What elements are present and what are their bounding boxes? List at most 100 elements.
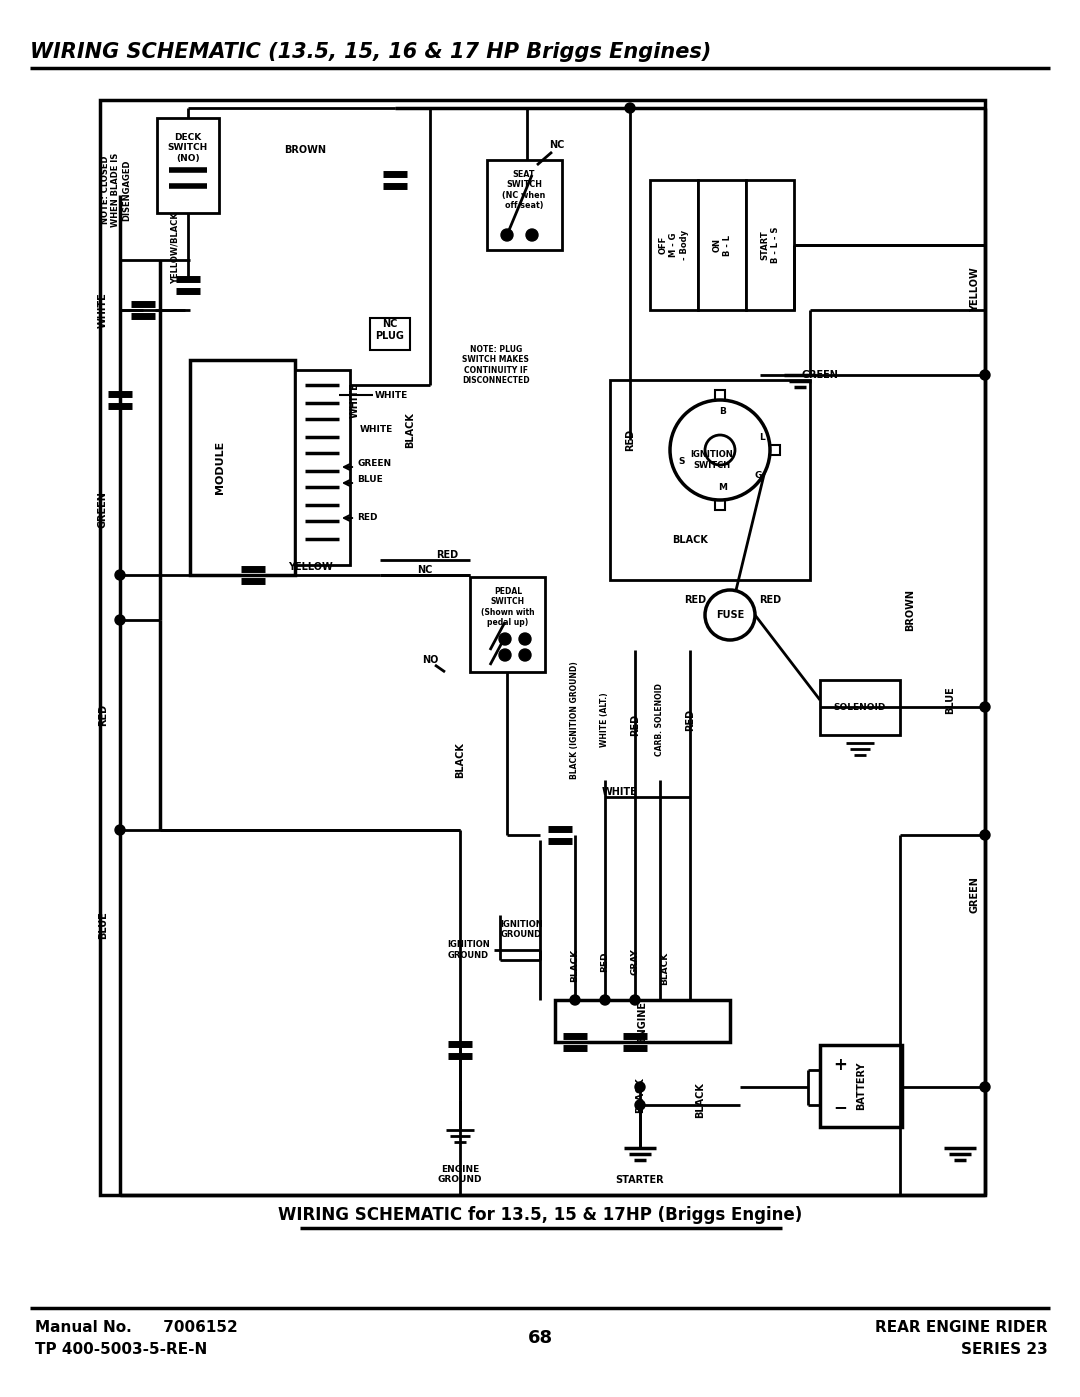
- Bar: [820, 680, 900, 735]
- Text: BROWN: BROWN: [284, 145, 326, 155]
- Bar: [610, 380, 810, 580]
- Circle shape: [600, 995, 610, 1004]
- Text: RED: RED: [436, 550, 458, 560]
- Circle shape: [519, 633, 531, 645]
- Circle shape: [705, 434, 735, 465]
- Text: RED: RED: [625, 429, 635, 451]
- Text: Manual No.      7006152: Manual No. 7006152: [35, 1320, 238, 1334]
- Text: BLACK: BLACK: [405, 412, 415, 448]
- Bar: [698, 180, 746, 310]
- Text: WIRING SCHEMATIC for 13.5, 15 & 17HP (Briggs Engine): WIRING SCHEMATIC for 13.5, 15 & 17HP (Br…: [278, 1206, 802, 1224]
- Text: WHITE: WHITE: [360, 425, 393, 433]
- Text: WHITE: WHITE: [98, 292, 108, 328]
- Text: NO: NO: [422, 655, 438, 665]
- Text: YELLOW: YELLOW: [970, 268, 980, 313]
- Text: BLUE: BLUE: [98, 911, 108, 939]
- Circle shape: [980, 370, 990, 380]
- Text: YELLOW: YELLOW: [287, 562, 333, 571]
- Text: SEAT
SWITCH
(NC when
off seat): SEAT SWITCH (NC when off seat): [502, 170, 545, 210]
- Circle shape: [526, 229, 538, 242]
- Circle shape: [980, 1083, 990, 1092]
- Bar: [555, 1000, 730, 1042]
- Text: −: −: [833, 1098, 847, 1116]
- Circle shape: [980, 830, 990, 840]
- Circle shape: [114, 570, 125, 580]
- Text: NC: NC: [417, 564, 433, 576]
- Bar: [820, 1045, 902, 1127]
- Text: G: G: [754, 471, 761, 479]
- Circle shape: [570, 995, 580, 1004]
- Text: FUSE: FUSE: [716, 610, 744, 620]
- Circle shape: [114, 826, 125, 835]
- Text: WHITE: WHITE: [603, 787, 638, 798]
- Text: BLACK: BLACK: [696, 1083, 705, 1118]
- Circle shape: [705, 590, 755, 640]
- Text: BLACK (IGNITION GROUND): BLACK (IGNITION GROUND): [570, 661, 580, 780]
- Text: BLACK: BLACK: [672, 535, 707, 545]
- Text: IGNITION
SWITCH: IGNITION SWITCH: [690, 450, 733, 469]
- Bar: [715, 500, 725, 510]
- Text: IGNITION
GROUND: IGNITION GROUND: [447, 940, 490, 960]
- Text: WHITE: WHITE: [350, 383, 360, 418]
- Bar: [746, 180, 794, 310]
- Text: REAR ENGINE RIDER: REAR ENGINE RIDER: [876, 1320, 1048, 1334]
- Text: NOTE: PLUG
SWITCH MAKES
CONTINUITY IF
DISCONNECTED: NOTE: PLUG SWITCH MAKES CONTINUITY IF DI…: [462, 345, 529, 386]
- Text: STARTER: STARTER: [616, 1175, 664, 1185]
- Text: ENGINE
GROUND: ENGINE GROUND: [437, 1165, 483, 1185]
- Text: GRAY: GRAY: [631, 949, 639, 975]
- Text: BLUE: BLUE: [357, 475, 382, 485]
- Text: RED: RED: [357, 514, 378, 522]
- Text: GREEN: GREEN: [801, 370, 838, 380]
- Bar: [650, 180, 698, 310]
- Text: CARB. SOLENOID: CARB. SOLENOID: [656, 683, 664, 756]
- Text: GREEN: GREEN: [970, 876, 980, 914]
- Text: MODULE: MODULE: [215, 440, 225, 493]
- Text: DECK
SWITCH
(NO): DECK SWITCH (NO): [167, 133, 208, 163]
- Circle shape: [625, 103, 635, 113]
- Circle shape: [114, 615, 125, 624]
- Bar: [715, 390, 725, 400]
- Text: BLACK: BLACK: [661, 951, 670, 985]
- Text: S: S: [678, 457, 685, 467]
- Bar: [190, 360, 295, 576]
- Text: L: L: [759, 433, 765, 443]
- Bar: [770, 446, 780, 455]
- Text: NOTE: CLOSED
WHEN BLADE IS
DISENGAGED: NOTE: CLOSED WHEN BLADE IS DISENGAGED: [102, 152, 131, 228]
- Circle shape: [670, 400, 770, 500]
- Text: START
B - L - S: START B - L - S: [760, 226, 780, 263]
- Text: 68: 68: [527, 1329, 553, 1347]
- Text: SOLENOID: SOLENOID: [834, 703, 887, 711]
- Text: GREEN: GREEN: [98, 492, 108, 528]
- Text: RED: RED: [685, 708, 696, 731]
- Text: BLUE: BLUE: [945, 686, 955, 714]
- Circle shape: [630, 995, 640, 1004]
- Text: TP 400-5003-5-RE-N: TP 400-5003-5-RE-N: [35, 1343, 207, 1358]
- Text: SERIES 23: SERIES 23: [961, 1343, 1048, 1358]
- Text: NC: NC: [550, 140, 565, 149]
- Text: BLACK: BLACK: [570, 949, 580, 982]
- Text: OFF
M - G
- Body: OFF M - G - Body: [659, 231, 689, 260]
- Circle shape: [501, 229, 513, 242]
- Circle shape: [980, 703, 990, 712]
- Text: RED: RED: [630, 714, 640, 736]
- Circle shape: [499, 633, 511, 645]
- Text: B: B: [719, 408, 727, 416]
- Circle shape: [635, 1083, 645, 1092]
- Bar: [157, 117, 219, 212]
- Text: RED: RED: [98, 704, 108, 726]
- Text: BLACK: BLACK: [455, 742, 465, 778]
- Text: RED: RED: [759, 595, 781, 605]
- Bar: [487, 161, 562, 250]
- Text: WHITE: WHITE: [375, 391, 408, 400]
- Text: RED: RED: [684, 595, 706, 605]
- Bar: [295, 370, 350, 564]
- Bar: [370, 319, 410, 351]
- Text: YELLOW/BLACK: YELLOW/BLACK: [171, 212, 179, 284]
- Text: +: +: [833, 1056, 847, 1074]
- Text: ENGINE: ENGINE: [637, 1000, 647, 1042]
- Text: PEDAL
SWITCH
(Shown with
pedal up): PEDAL SWITCH (Shown with pedal up): [482, 587, 535, 627]
- Text: NC
PLUG: NC PLUG: [376, 319, 404, 341]
- Text: M: M: [718, 483, 728, 493]
- Text: BATTERY: BATTERY: [856, 1062, 866, 1111]
- Circle shape: [519, 650, 531, 661]
